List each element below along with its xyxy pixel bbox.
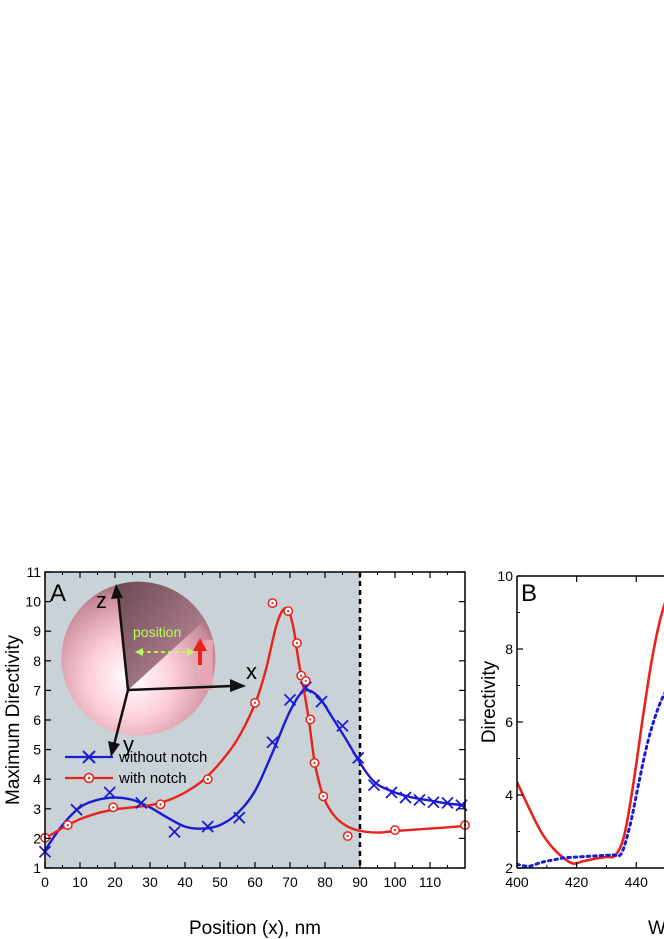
panel-letter-a: A xyxy=(50,580,66,607)
x-axis-arrow xyxy=(127,684,233,692)
y-tick-label: 3 xyxy=(33,801,41,817)
x-tick-label: 90 xyxy=(352,874,368,890)
legend-a: without notch with notch xyxy=(65,749,207,787)
data-point-without-notch xyxy=(336,719,349,733)
data-point-without-notch xyxy=(283,693,297,707)
x-arrow-head-icon xyxy=(230,679,246,692)
sphere-cutaway xyxy=(116,581,205,690)
x-tick-label: 70 xyxy=(282,874,298,890)
panel-a: 0 10 20 30 40 50 60 70 80 90 100 110 1 2 3 4 5 6 7 8 9 10 11 A… xyxy=(3,564,470,939)
x-tick-label: 80 xyxy=(317,874,333,890)
data-point-without-notch xyxy=(352,751,365,765)
ticks-b: 400 420 440 2 4 6 8 10 xyxy=(497,568,649,890)
data-point-without-notch xyxy=(168,825,181,839)
inset-label-position: position xyxy=(133,624,181,640)
data-point-without-notch xyxy=(427,796,440,809)
series-line-b-dotted xyxy=(517,691,664,868)
x-tick-label-b: 400 xyxy=(505,874,529,890)
data-point-with-notch xyxy=(62,820,73,831)
x-tick-label: 40 xyxy=(177,874,193,890)
panel-b: 400 420 440 2 4 6 8 10 B W Directivity xyxy=(479,568,664,939)
data-point-with-notch xyxy=(309,757,320,768)
data-point-with-notch xyxy=(250,697,260,708)
inset-sphere-diagram: z x y position xyxy=(61,581,257,757)
z-arrow-head-icon xyxy=(111,584,123,599)
y-tick-label: 8 xyxy=(33,653,41,669)
y-tick-label-b: 4 xyxy=(505,787,513,803)
x-tick-label: 50 xyxy=(212,874,228,890)
ticks-a: 0 10 20 30 40 50 60 70 80 90 100 110 1 2 3 4 5 6 7 8 9 10 11 xyxy=(25,564,465,890)
y-tick-label-b: 6 xyxy=(505,714,513,730)
position-arrow-left-icon xyxy=(135,648,143,656)
y-axis-title-b: Directivity xyxy=(479,660,500,743)
data-point-without-notch xyxy=(385,786,398,799)
series-line-with-notch xyxy=(45,606,465,840)
y-axis-title-a: Maximum Directivity xyxy=(3,635,24,805)
data-point-without-notch xyxy=(399,791,412,804)
y-tick-label-b: 2 xyxy=(505,860,513,876)
inset-label-z: z xyxy=(96,588,107,613)
data-point-without-notch xyxy=(201,820,214,833)
x-tick-label: 0 xyxy=(41,874,49,890)
data-point-without-notch xyxy=(70,803,83,816)
data-point-with-notch xyxy=(390,825,400,836)
y-tick-label: 4 xyxy=(33,771,41,787)
x-tick-label-b: 420 xyxy=(565,874,589,890)
x-axis-title-b: W xyxy=(648,918,664,939)
data-point-with-notch xyxy=(108,802,119,813)
x-tick-label: 60 xyxy=(247,874,263,890)
data-point-without-notch xyxy=(266,736,279,749)
y-tick-label: 6 xyxy=(33,712,41,728)
data-point-with-notch xyxy=(342,831,353,841)
data-point-with-notch xyxy=(292,638,302,648)
y-tick-label-b: 8 xyxy=(505,641,513,657)
data-point-with-notch xyxy=(300,675,311,686)
legend-label-without-notch: without notch xyxy=(118,749,207,766)
x-tick-label: 110 xyxy=(419,874,442,890)
inset-label-x: x xyxy=(246,659,257,684)
y-tick-label: 1 xyxy=(33,860,41,876)
data-point-without-notch xyxy=(441,796,454,810)
y-tick-label: 2 xyxy=(33,830,41,846)
inset-label-y: y xyxy=(123,732,134,757)
x-tick-label: 30 xyxy=(142,874,158,890)
y-tick-label: 9 xyxy=(33,623,41,639)
series-line-b-solid xyxy=(517,601,664,865)
x-tick-label-b: 440 xyxy=(625,874,649,890)
x-axis-title-a: Position (x), nm xyxy=(189,918,321,939)
y-tick-label-b: 10 xyxy=(497,568,513,584)
data-point-without-notch xyxy=(367,778,381,792)
data-point-with-notch xyxy=(283,606,294,617)
data-point-with-notch xyxy=(305,714,316,725)
y-arrow-head-icon xyxy=(108,741,120,757)
data-point-with-notch xyxy=(202,774,213,785)
sphere-body xyxy=(61,585,216,736)
panel-letter-b: B xyxy=(521,580,537,607)
y-tick-label: 11 xyxy=(26,564,41,580)
position-arrow-right-icon xyxy=(187,648,195,656)
y-tick-label: 10 xyxy=(25,594,41,610)
y-axis-arrow xyxy=(112,689,130,746)
data-point-with-notch xyxy=(155,799,166,810)
data-point-without-notch xyxy=(103,786,116,799)
dipole-arrow-icon xyxy=(193,638,207,651)
data-point-without-notch xyxy=(135,796,148,810)
legend-marker-x xyxy=(82,750,96,764)
data-point-with-notch xyxy=(267,598,278,609)
y-tick-label: 7 xyxy=(33,682,41,698)
data-point-without-notch xyxy=(413,793,426,807)
legend-label-with-notch: with notch xyxy=(118,770,187,787)
x-tick-label: 10 xyxy=(72,874,88,890)
y-tick-label: 5 xyxy=(33,742,41,758)
data-point-without-notch xyxy=(315,695,328,708)
z-axis-arrow xyxy=(116,593,130,691)
data-point-without-notch xyxy=(233,811,246,824)
x-tick-label: 20 xyxy=(107,874,123,890)
dipole-stem xyxy=(198,648,202,665)
series-lines-b xyxy=(517,601,664,868)
x-tick-label: 100 xyxy=(383,874,407,890)
data-point-with-notch xyxy=(318,791,329,802)
